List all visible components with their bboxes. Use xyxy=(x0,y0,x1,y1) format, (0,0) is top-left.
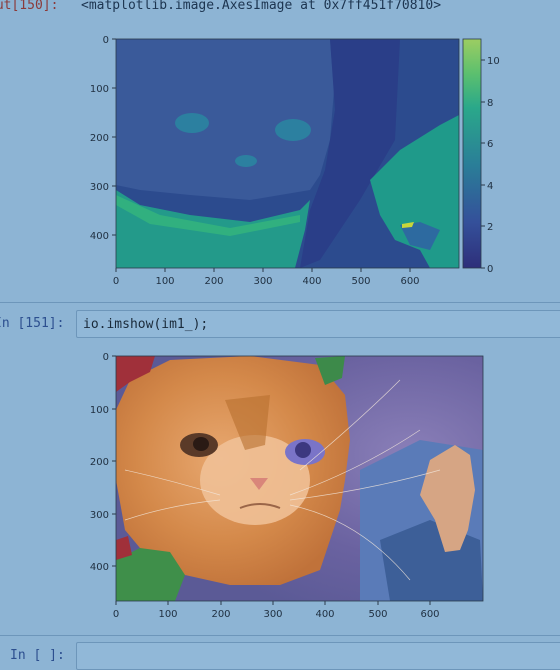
x-tick-label: 0 xyxy=(113,609,119,620)
y-tick-label: 300 xyxy=(90,182,109,193)
x-tick-label: 600 xyxy=(400,276,419,287)
x-axis-1: 0 100 200 300 400 500 600 xyxy=(113,268,420,287)
x-tick-label: 300 xyxy=(253,276,272,287)
y-tick-label: 0 xyxy=(103,352,109,363)
code-cell-empty[interactable] xyxy=(76,642,560,670)
x-tick-label: 200 xyxy=(204,276,223,287)
colorbar-tick-label: 8 xyxy=(487,98,493,109)
label-region-cat xyxy=(116,39,334,200)
y-tick-label: 200 xyxy=(90,133,109,144)
overlay-red-region xyxy=(116,356,155,392)
colorbar-ticks: 10 8 6 4 2 0 xyxy=(481,56,500,275)
y-tick-label: 400 xyxy=(90,231,109,242)
overlay-cat xyxy=(116,356,350,585)
x-tick-label: 100 xyxy=(158,609,177,620)
x-tick-label: 400 xyxy=(315,609,334,620)
y-axis-1: 0 100 200 300 400 xyxy=(90,35,116,242)
colorbar-tick-label: 10 xyxy=(487,56,500,67)
x-tick-label: 600 xyxy=(420,609,439,620)
overlay-cat-eye-left-iris xyxy=(193,437,209,451)
label-region-eye-right xyxy=(275,119,311,141)
code-cell-input[interactable]: io.imshow(im1_); xyxy=(76,310,560,338)
x-tick-label: 200 xyxy=(211,609,230,620)
y-tick-label: 200 xyxy=(90,457,109,468)
overlay-whiskers xyxy=(124,379,441,581)
overlay-cat-forehead xyxy=(225,395,270,450)
label-region-yellow-speck xyxy=(402,222,414,228)
label-region-nose xyxy=(235,155,257,167)
y-tick-label: 400 xyxy=(90,562,109,573)
cell-divider xyxy=(0,635,560,636)
code-text: io.imshow(im1_); xyxy=(83,317,209,332)
overlay-tan-region xyxy=(420,445,475,552)
x-axis-2: 0 100 200 300 400 500 600 xyxy=(113,601,440,620)
x-tick-label: 500 xyxy=(368,609,387,620)
overlay-red-bottom xyxy=(116,536,132,560)
y-tick-label: 300 xyxy=(90,510,109,521)
y-tick-label: 0 xyxy=(103,35,109,46)
overlay-blanket xyxy=(360,440,483,601)
colorbar-tick-label: 4 xyxy=(487,181,493,192)
input-prompt: In [151]: xyxy=(0,316,65,331)
overlay-background xyxy=(116,356,483,601)
colorbar-tick-label: 0 xyxy=(487,264,493,275)
x-tick-label: 0 xyxy=(113,276,119,287)
overlay-cat-nose xyxy=(250,478,268,490)
y-tick-label: 100 xyxy=(90,405,109,416)
colorbar-tick-label: 6 xyxy=(487,139,493,150)
cell-divider xyxy=(0,302,560,303)
overlay-cat-eye-right-iris xyxy=(295,442,311,458)
overlay-green-bottom xyxy=(116,548,185,601)
segmentation-label-figure: 0 100 200 300 400 0 100 200 300 400 500 … xyxy=(90,35,500,287)
y-tick-label: 100 xyxy=(90,84,109,95)
label-region-bottom-band xyxy=(116,195,300,236)
output-prompt: Out[150]: xyxy=(0,0,59,13)
overlay-cat-eye-left xyxy=(180,433,218,457)
overlay-blanket-dark xyxy=(380,520,483,601)
label-region-eye-left xyxy=(175,113,209,133)
x-tick-label: 500 xyxy=(351,276,370,287)
axes-frame-2 xyxy=(115,355,484,602)
overlay-cat-muzzle xyxy=(200,435,310,525)
label-region-middle xyxy=(300,39,400,268)
colorbar-tick-label: 2 xyxy=(487,222,493,233)
x-tick-label: 100 xyxy=(155,276,174,287)
overlay-cat-eye-right xyxy=(285,439,325,465)
overlay-green-top xyxy=(315,356,345,385)
y-axis-2: 0 100 200 300 400 xyxy=(90,352,116,573)
x-tick-label: 300 xyxy=(263,609,282,620)
axes-frame-1 xyxy=(115,38,460,269)
x-tick-label: 400 xyxy=(302,276,321,287)
colorbar xyxy=(462,38,482,269)
input-prompt-empty: In [ ]: xyxy=(10,648,65,663)
output-repr-text: <matplotlib.image.AxesImage at 0x7ff451f… xyxy=(81,0,442,13)
overlay-cat-mouth xyxy=(239,503,281,509)
label-region-right-inner xyxy=(400,222,440,250)
